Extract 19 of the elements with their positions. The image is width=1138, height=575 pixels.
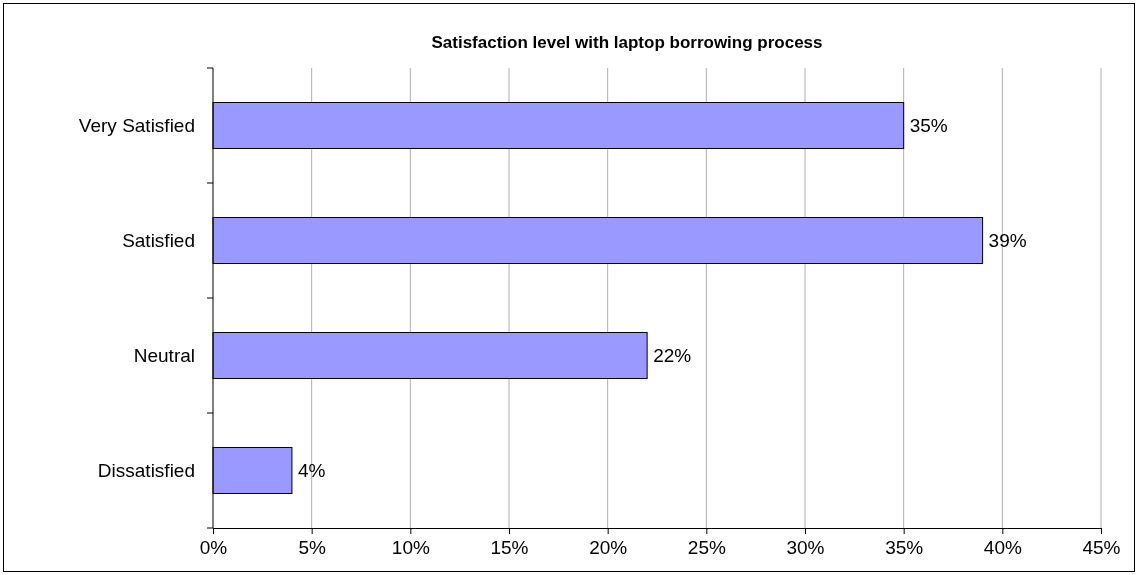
x-tick-label: 30%	[786, 537, 825, 559]
data-label: 35%	[909, 115, 948, 137]
y-tick-label: Satisfied	[122, 230, 195, 252]
x-tick-label: 25%	[687, 537, 726, 559]
x-tick-label: 15%	[490, 537, 529, 559]
chart-title: Satisfaction level with laptop borrowing process	[431, 33, 823, 52]
x-tick-label: 5%	[298, 537, 326, 559]
x-tick-label: 45%	[1082, 537, 1121, 559]
data-label: 39%	[988, 230, 1027, 252]
x-tick-label: 20%	[589, 537, 628, 559]
x-tick-label: 35%	[885, 537, 924, 559]
y-tick-label: Very Satisfied	[78, 115, 195, 137]
y-tick-label: Dissatisfied	[97, 460, 195, 482]
x-tick-label: 10%	[391, 537, 430, 559]
x-tick-label: 40%	[983, 537, 1022, 559]
y-tick-label: Neutral	[133, 345, 195, 367]
data-label: 22%	[653, 345, 692, 367]
x-tick-label: 0%	[199, 537, 228, 559]
data-label: 4%	[297, 460, 326, 482]
